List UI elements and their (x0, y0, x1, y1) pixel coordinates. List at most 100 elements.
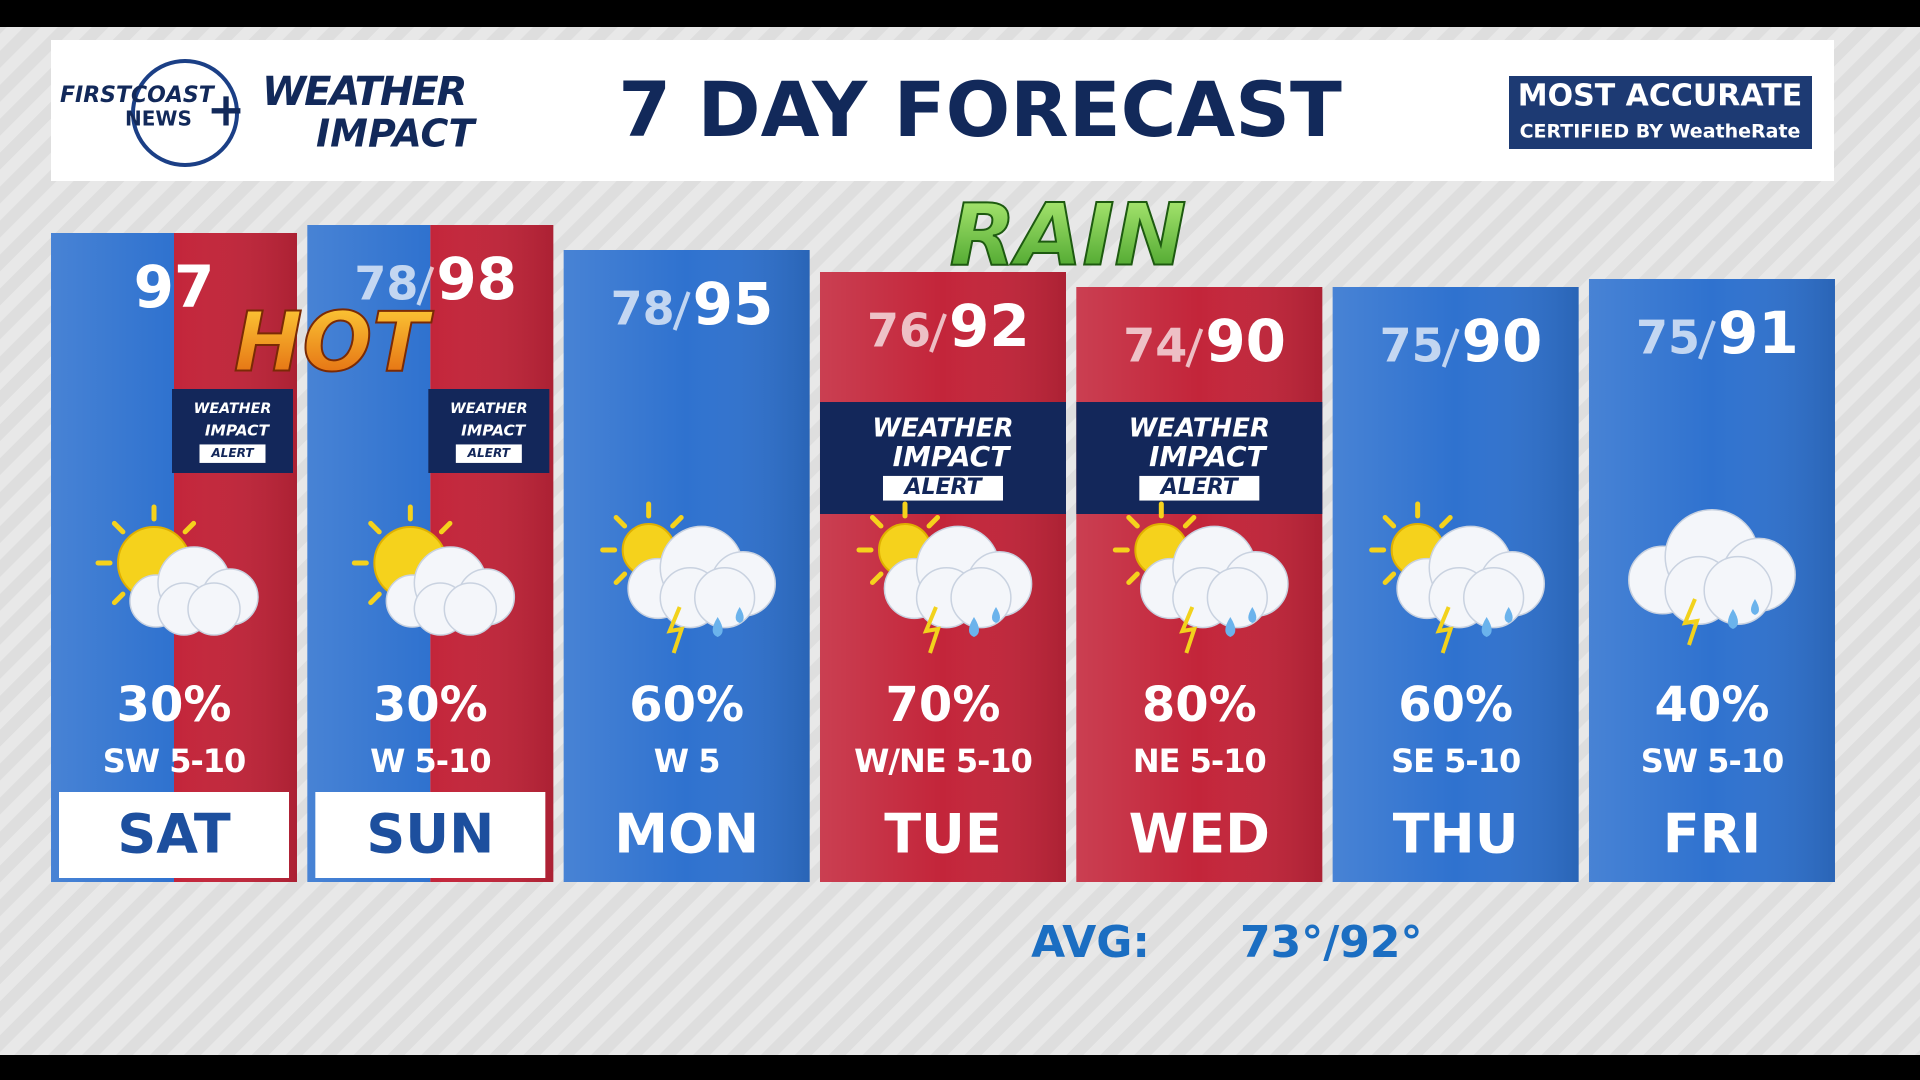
hot-callout: HOT (234, 295, 434, 390)
weather-icon (1369, 501, 1546, 654)
sun-ray (613, 514, 628, 529)
sun-ray (111, 520, 126, 535)
alert-tag (1139, 475, 1260, 501)
title: 7 DAY FORECAST (618, 65, 1342, 154)
cloud-puff (1206, 567, 1268, 629)
weather-icon (1628, 509, 1796, 646)
alert-line: IMPACT (461, 422, 527, 440)
alert-line: ALERT (902, 475, 983, 500)
rain-drop (1750, 599, 1759, 615)
alert-line: WEATHER (1129, 413, 1270, 443)
day-column: 78 95 60% W 5 MON (563, 250, 810, 882)
logo-ring (131, 59, 239, 167)
logo-station: FIRSTCOAST (60, 83, 216, 108)
sun-ray (1382, 514, 1397, 529)
temp-separator (1441, 328, 1460, 368)
high-temp: 95 (693, 270, 774, 338)
day-column: 75 91 40% SW 5-10 FRI (1588, 279, 1835, 882)
lightning (1179, 606, 1198, 654)
rain-drop (735, 607, 744, 623)
precip-chance: 30% (117, 677, 232, 733)
low-temp: 78 (611, 282, 675, 336)
precip-chance: 80% (1142, 677, 1257, 733)
day-label: SAT (117, 803, 230, 866)
high-temp: 98 (436, 245, 517, 313)
cloud-puff (950, 567, 1012, 629)
lightning (666, 606, 685, 654)
cloud-puff (1703, 555, 1773, 625)
cloud (1139, 525, 1289, 629)
temp-separator (416, 266, 435, 306)
average-label: AVG: (1031, 917, 1150, 968)
day-column: 75 90 60% SE 5-10 THU (1332, 287, 1579, 882)
weather-icon (600, 501, 777, 654)
low-temp: 76 (867, 304, 931, 358)
rain-drop (1248, 607, 1257, 623)
wind: W 5-10 (370, 742, 491, 780)
accuracy-badge: MOST ACCURATE CERTIFIED BY WeatheRate (1509, 76, 1812, 149)
cloud (1628, 509, 1796, 625)
wind: NE 5-10 (1133, 742, 1266, 780)
day-column: 97 WEATHER IMPACT ALERT 30% SW 5-10 SAT (51, 233, 297, 882)
rain-drop (1481, 617, 1492, 637)
rain-drop (1504, 607, 1513, 623)
alert-line: IMPACT (1149, 440, 1268, 473)
temp-separator (1185, 328, 1204, 368)
cloud-puff (694, 567, 756, 629)
day-label: TUE (884, 803, 1002, 866)
sun-ray (438, 520, 453, 535)
alert-line: ALERT (467, 446, 512, 460)
sun-ray (1382, 571, 1397, 586)
logo-brand-impact: IMPACT (316, 112, 477, 156)
sun-ray (182, 520, 197, 535)
sun-ray (613, 571, 628, 586)
precip-chance: 40% (1655, 677, 1770, 733)
alert-line: WEATHER (872, 413, 1013, 443)
sun-ray (1182, 514, 1197, 529)
temp-separator (1698, 320, 1716, 360)
alert-line: IMPACT (893, 440, 1012, 473)
alert-tag (882, 475, 1003, 501)
rain-drop (991, 607, 1000, 623)
day-label: THU (1393, 803, 1519, 866)
sun-ray (368, 591, 382, 606)
rain-callout: RAIN (950, 185, 1187, 285)
sun-ray (869, 571, 884, 586)
high-temp: 90 (1205, 307, 1286, 375)
low-temp: 75 (1380, 319, 1444, 373)
rain-drop (712, 617, 723, 637)
wind: SW 5-10 (1641, 742, 1784, 780)
sun-ray (1126, 514, 1140, 529)
precip-chance: 70% (886, 677, 1001, 733)
precip-chance: 30% (373, 677, 488, 733)
day-label-box (59, 792, 289, 878)
day-label-box (315, 792, 546, 878)
sun-ray (1439, 514, 1453, 529)
logo-plus: + (207, 83, 246, 137)
logo: FIRSTCOAST NEWS + WEATHER IMPACT (60, 59, 477, 167)
lightning (922, 606, 941, 654)
day-label: WED (1129, 803, 1270, 866)
low-temp: 78 (354, 257, 418, 311)
sun-ray (670, 514, 684, 529)
cloud (385, 546, 516, 636)
alert-tag (199, 444, 266, 463)
badge-subtitle: CERTIFIED BY WeatheRate (1520, 121, 1801, 143)
day-label: FRI (1663, 803, 1762, 866)
cloud (883, 525, 1033, 629)
badge-box (1509, 76, 1812, 149)
wind: SE 5-10 (1391, 742, 1520, 780)
alert-line: WEATHER (194, 401, 272, 417)
sun-ray (368, 520, 382, 535)
sun-ray (1126, 571, 1140, 586)
logo-station-news: NEWS (125, 107, 192, 131)
rain-drop (1225, 617, 1236, 637)
high-temp: 91 (1718, 299, 1799, 367)
